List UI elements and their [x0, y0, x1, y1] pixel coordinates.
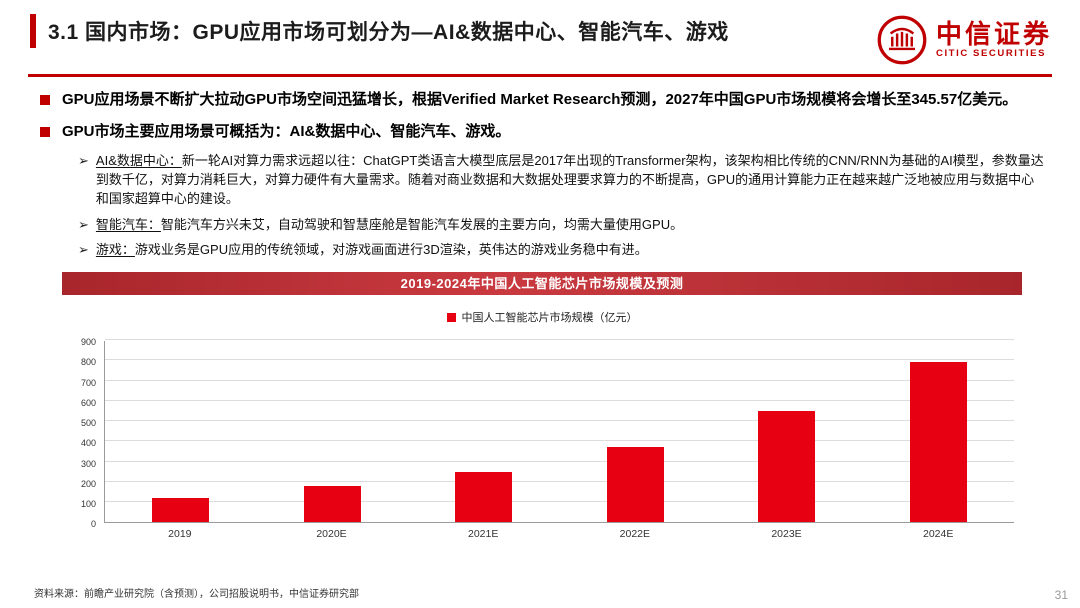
- bar-2024E: [909, 362, 967, 523]
- gridline: [105, 501, 1014, 502]
- sub-bullet-body: 新一轮AI对算力需求远超以往：ChatGPT类语言大模型底层是2017年出现的T…: [95, 153, 1044, 206]
- bar-2022E: [606, 447, 664, 523]
- x-tick-label: 2022E: [619, 528, 651, 541]
- chart-legend: 中国人工智能芯片市场规模（亿元）: [70, 309, 1014, 325]
- bullet-text: GPU市场主要应用场景可概括为：AI&数据中心、智能汽车、游戏。: [62, 122, 511, 140]
- arrow-bullet-icon: ➢: [78, 242, 89, 258]
- gridline: [105, 420, 1014, 422]
- sub-bullet-lead: 智能汽车：: [95, 216, 161, 232]
- bar-2019: [152, 497, 210, 523]
- y-tick-label: 0: [90, 519, 96, 530]
- gridline: [105, 440, 1014, 442]
- bar-column: [711, 411, 863, 523]
- title-accent-bar: [30, 14, 36, 48]
- sub-bullet-body: 智能汽车方兴未艾，自动驾驶和智慧座舱是智能汽车发展的主要方向，均需大量使用GPU…: [160, 216, 684, 232]
- bar-chart: 0 100 200 300 400 500 600 700 800 900: [70, 337, 1015, 529]
- y-tick-label: 600: [80, 397, 96, 408]
- sub-bullet-ai-datacenter: ➢ AI&数据中心：新一轮AI对算力需求远超以往：ChatGPT类语言大模型底层…: [78, 152, 1046, 209]
- gridline: [105, 399, 1014, 401]
- square-bullet-icon: [40, 95, 50, 105]
- x-tick-label: 2021E: [467, 528, 499, 541]
- chart-section: 2019-2024年中国人工智能芯片市场规模及预测 中国人工智能芯片市场规模（亿…: [62, 272, 1022, 541]
- y-tick-label: 100: [80, 499, 96, 509]
- header: 3.1 国内市场：GPU应用市场可划分为—AI&数据中心、智能汽车、游戏 中信证…: [0, 0, 1080, 66]
- bar-column: [257, 485, 409, 523]
- y-tick-label: 800: [80, 357, 96, 368]
- y-tick-label: 300: [80, 458, 96, 469]
- gridline: [105, 359, 1014, 361]
- logo-name-cn: 中信证券: [935, 19, 1052, 49]
- bar-2023E: [758, 411, 816, 523]
- legend-swatch: [446, 312, 456, 322]
- bars-layer: [105, 341, 1015, 523]
- sub-bullet-smart-car: ➢ 智能汽车：智能汽车方兴未艾，自动驾驶和智慧座舱是智能汽车发展的主要方向，均需…: [78, 216, 1046, 235]
- gridline: [105, 480, 1014, 482]
- x-tick-label: 2023E: [771, 528, 802, 541]
- legend-label: 中国人工智能芯片市场规模（亿元）: [461, 312, 638, 325]
- x-tick-label: 2024E: [923, 528, 954, 541]
- logo-name-en: CITIC SECURITIES: [935, 48, 1047, 60]
- arrow-bullet-icon: ➢: [78, 153, 89, 168]
- bullet-item-2: GPU市场主要应用场景可概括为：AI&数据中心、智能汽车、游戏。: [40, 121, 1046, 144]
- bar-2021E: [455, 471, 513, 523]
- sub-bullet-lead: AI&数据中心：: [95, 153, 182, 168]
- source-note: 资料来源：前瞻产业研究院（含预测），公司招股说明书，中信证券研究部: [34, 589, 359, 600]
- header-divider: [28, 74, 1052, 77]
- sub-bullet-lead: 游戏：: [95, 242, 135, 258]
- sub-bullet-text: AI&数据中心：新一轮AI对算力需求远超以往：ChatGPT类语言大模型底层是2…: [96, 152, 1046, 209]
- y-tick-label: 400: [80, 438, 96, 449]
- y-tick-label: 200: [80, 478, 96, 489]
- y-tick-label: 900: [80, 337, 96, 348]
- gridline: [105, 460, 1014, 462]
- x-tick-label: 2019: [168, 528, 192, 541]
- bar-2020E: [303, 485, 361, 523]
- bullet-text: GPU应用场景不断扩大拉动GPU市场空间迅猛增长，根据Verified Mark…: [62, 91, 1018, 108]
- logo-text: 中信证券 CITIC SECURITIES: [935, 19, 1052, 60]
- citic-logo: 中信证券 CITIC SECURITIES: [876, 14, 1058, 66]
- chart-title: 2019-2024年中国人工智能芯片市场规模及预测: [62, 272, 1022, 296]
- citic-seal-icon: [877, 15, 927, 65]
- gridline: [105, 379, 1014, 381]
- y-tick-label: 500: [80, 418, 96, 429]
- sub-bullet-text: 游戏：游戏业务是GPU应用的传统领域，对游戏画面进行3D渲染，英伟达的游戏业务稳…: [96, 241, 648, 260]
- x-axis: 2019 2020E 2021E 2022E 2023E 2024E: [104, 523, 1014, 540]
- sub-bullet-gaming: ➢ 游戏：游戏业务是GPU应用的传统领域，对游戏画面进行3D渲染，英伟达的游戏业…: [78, 241, 1046, 260]
- chart-body: 中国人工智能芯片市场规模（亿元） 0 100 200 300 400 500 600 700 8…: [62, 295, 1022, 541]
- bar-column: [863, 362, 1015, 523]
- y-axis: 0 100 200 300 400 500 600 700 800 900: [70, 337, 104, 529]
- arrow-bullet-icon: ➢: [78, 216, 89, 232]
- sub-bullet-body: 游戏业务是GPU应用的传统领域，对游戏画面进行3D渲染，英伟达的游戏业务稳中有进…: [134, 242, 648, 258]
- bar-column: [560, 447, 712, 523]
- gridline: [105, 339, 1014, 341]
- page-number: 31: [1054, 588, 1068, 602]
- y-tick-label: 700: [80, 377, 96, 388]
- square-bullet-icon: [40, 126, 50, 137]
- bar-column: [408, 471, 560, 523]
- x-tick-label: 2020E: [316, 528, 347, 541]
- bullet-list: GPU应用场景不断扩大拉动GPU市场空间迅猛增长，根据Verified Mark…: [0, 77, 1080, 260]
- page-title: 3.1 国内市场：GPU应用市场可划分为—AI&数据中心、智能汽车、游戏: [48, 21, 729, 45]
- plot-area: [104, 339, 1015, 524]
- sub-bullet-text: 智能汽车：智能汽车方兴未艾，自动驾驶和智慧座舱是智能汽车发展的主要方向，均需大量…: [96, 216, 683, 235]
- bullet-item-1: GPU应用场景不断扩大拉动GPU市场空间迅猛增长，根据Verified Mark…: [40, 89, 1046, 112]
- title-wrap: 3.1 国内市场：GPU应用市场可划分为—AI&数据中心、智能汽车、游戏: [30, 14, 876, 48]
- bar-column: [105, 497, 257, 523]
